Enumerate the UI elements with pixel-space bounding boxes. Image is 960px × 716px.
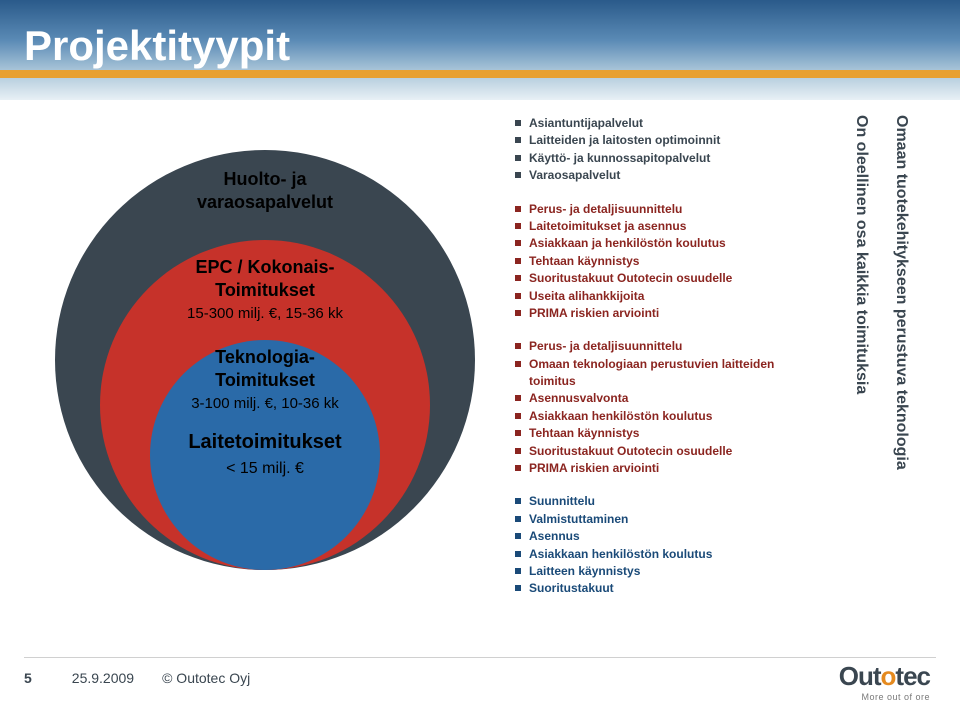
list-item: Asennus	[515, 528, 815, 545]
venn-label-outer: Huolto- ja varaosapalvelut	[30, 168, 500, 213]
list-item: PRIMA riskien arviointi	[515, 305, 815, 322]
list-item: Tehtaan käynnistys	[515, 253, 815, 270]
vertical-text-2: Omaan tuotekehitykseen perustuva teknolo…	[892, 115, 910, 595]
list-item: Varaosapalvelut	[515, 167, 815, 184]
logo-tagline: More out of ore	[839, 692, 930, 702]
bullet-group-1: Asiantuntijapalvelut Laitteiden ja laito…	[515, 115, 815, 185]
bullet-group-4: Suunnittelu Valmistuttaminen Asennus Asi…	[515, 493, 815, 597]
list-item: Valmistuttaminen	[515, 511, 815, 528]
list-item: Omaan teknologiaan perustuvien laitteide…	[515, 356, 815, 391]
bullet-lists: Asiantuntijapalvelut Laitteiden ja laito…	[515, 115, 815, 614]
logo-wordmark: Outotec	[839, 661, 930, 692]
list-item: Asiantuntijapalvelut	[515, 115, 815, 132]
list-item: PRIMA riskien arviointi	[515, 460, 815, 477]
list-item: Laitteen käynnistys	[515, 563, 815, 580]
venn-mid2-line2: Toimitukset	[215, 370, 315, 390]
list-item: Asiakkaan henkilöstön koulutus	[515, 408, 815, 425]
logo-part-o: o	[881, 661, 896, 691]
venn-inner-line2: < 15 milj. €	[226, 460, 304, 477]
footer-copyright: © Outotec Oyj	[162, 670, 250, 686]
venn-inner-line1: Laitetoimitukset	[188, 431, 341, 453]
list-item: Suoritustakuut	[515, 580, 815, 597]
list-item: Asiakkaan ja henkilöstön koulutus	[515, 235, 815, 252]
list-item: Tehtaan käynnistys	[515, 425, 815, 442]
company-logo: Outotec More out of ore	[839, 661, 930, 702]
page-number: 5	[24, 670, 32, 686]
venn-label-mid-1: EPC / Kokonais- Toimitukset 15-300 milj.…	[30, 256, 500, 324]
logo-part-pre: Out	[839, 661, 881, 691]
list-item: Perus- ja detaljisuunnittelu	[515, 338, 815, 355]
venn-mid1-line1: EPC / Kokonais-	[195, 257, 334, 277]
slide-footer: 5 25.9.2009 © Outotec Oyj	[0, 658, 960, 698]
list-item: Perus- ja detaljisuunnittelu	[515, 201, 815, 218]
list-item: Laitteiden ja laitosten optimoinnit	[515, 132, 815, 149]
list-item: Käyttö- ja kunnossapitopalvelut	[515, 150, 815, 167]
list-item: Suunnittelu	[515, 493, 815, 510]
venn-label-inner: Laitetoimitukset < 15 milj. €	[30, 430, 500, 480]
list-item: Suoritustakuut Outotecin osuudelle	[515, 443, 815, 460]
vertical-text-1: On oleellinen osa kaikkia toimituksia	[852, 115, 870, 595]
venn-outer-line1: Huolto- ja	[224, 169, 307, 189]
venn-mid1-line3: 15-300 milj. €, 15-36 kk	[187, 305, 343, 322]
list-item: Laitetoimitukset ja asennus	[515, 218, 815, 235]
list-item: Asiakkaan henkilöstön koulutus	[515, 546, 815, 563]
venn-label-mid-2: Teknologia- Toimitukset 3-100 milj. €, 1…	[30, 346, 500, 414]
footer-date: 25.9.2009	[72, 670, 134, 686]
logo-part-post: tec	[895, 661, 930, 691]
list-item: Suoritustakuut Outotecin osuudelle	[515, 270, 815, 287]
bullet-group-2: Perus- ja detaljisuunnittelu Laitetoimit…	[515, 201, 815, 323]
venn-diagram: Huolto- ja varaosapalvelut EPC / Kokonai…	[30, 110, 500, 610]
list-item: Asennusvalvonta	[515, 390, 815, 407]
bullet-group-3: Perus- ja detaljisuunnittelu Omaan tekno…	[515, 338, 815, 477]
slide-header-stripe	[0, 70, 960, 78]
venn-mid2-line3: 3-100 milj. €, 10-36 kk	[191, 395, 339, 412]
slide-title: Projektityypit	[24, 22, 290, 70]
venn-mid1-line2: Toimitukset	[215, 280, 315, 300]
venn-outer-line2: varaosapalvelut	[197, 192, 333, 212]
venn-mid2-line1: Teknologia-	[215, 347, 315, 367]
list-item: Useita alihankkijoita	[515, 288, 815, 305]
